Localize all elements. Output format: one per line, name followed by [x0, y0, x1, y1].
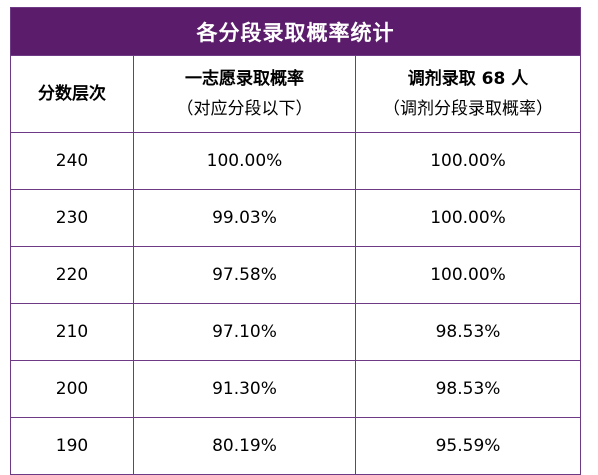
first-choice-cell: 99.03%	[133, 189, 356, 247]
score-cell: 190	[10, 417, 134, 475]
adjustment-cell: 100.00%	[354, 189, 582, 247]
table-header-row: 分数层次 一志愿录取概率 （对应分段以下） 调剂录取 68 人 （调剂分段录取概…	[10, 55, 582, 133]
table-row: 240 100.00% 100.00%	[10, 132, 582, 190]
first-choice-cell: 80.19%	[133, 417, 356, 475]
admission-probability-table: 各分段录取概率统计 分数层次 一志愿录取概率 （对应分段以下） 调剂录取 68 …	[9, 7, 582, 475]
first-choice-cell: 97.58%	[133, 246, 356, 304]
table-row: 210 97.10% 98.53%	[10, 303, 582, 361]
table-row: 220 97.58% 100.00%	[10, 246, 582, 304]
adjustment-cell: 100.00%	[354, 132, 582, 190]
score-cell: 210	[10, 303, 134, 361]
first-choice-cell: 100.00%	[133, 132, 356, 190]
header-adjustment-line1: 调剂录取 68 人	[407, 69, 529, 89]
score-cell: 240	[10, 132, 134, 190]
header-first-choice-line1: 一志愿录取概率	[185, 69, 304, 89]
adjustment-cell: 100.00%	[354, 246, 582, 304]
score-cell: 200	[10, 360, 134, 418]
table-row: 190 80.19% 95.59%	[10, 417, 582, 475]
table-title: 各分段录取概率统计	[9, 7, 582, 56]
adjustment-cell: 98.53%	[354, 303, 582, 361]
header-first-choice-line2: （对应分段以下）	[176, 99, 313, 119]
table-row: 200 91.30% 98.53%	[10, 360, 582, 418]
adjustment-cell: 95.59%	[354, 417, 582, 475]
adjustment-cell: 98.53%	[354, 360, 582, 418]
first-choice-cell: 97.10%	[133, 303, 356, 361]
header-adjustment: 调剂录取 68 人 （调剂分段录取概率）	[354, 55, 582, 133]
table-row: 230 99.03% 100.00%	[10, 189, 582, 247]
first-choice-cell: 91.30%	[133, 360, 356, 418]
header-first-choice: 一志愿录取概率 （对应分段以下）	[133, 55, 356, 133]
header-adjustment-line2: （调剂分段录取概率）	[383, 99, 553, 119]
header-score-level: 分数层次	[10, 55, 134, 133]
score-cell: 220	[10, 246, 134, 304]
score-cell: 230	[10, 189, 134, 247]
table-title-row: 各分段录取概率统计	[9, 7, 582, 56]
header-score-level-label: 分数层次	[38, 84, 106, 104]
